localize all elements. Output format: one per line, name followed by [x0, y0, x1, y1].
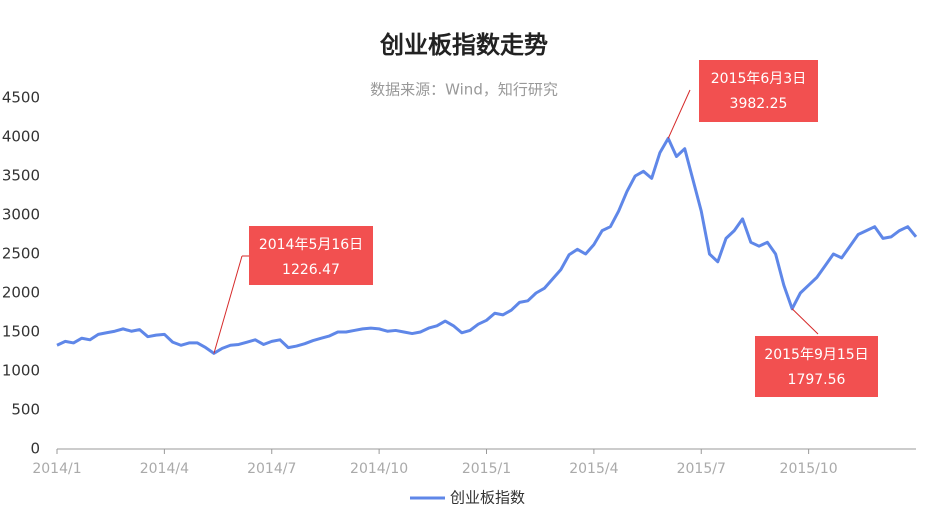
annotation-box: [699, 60, 818, 122]
line-series: [56, 136, 918, 355]
annotation-value: 1226.47: [282, 262, 340, 278]
y-tick-label: 1000: [2, 362, 40, 380]
chart-subtitle: 数据来源：Wind，知行研究: [370, 81, 558, 99]
annotation-value: 3982.25: [730, 96, 788, 112]
x-tick-label: 2015/7: [677, 461, 726, 477]
annotation-leader: [667, 89, 691, 139]
y-tick-label: 2500: [2, 245, 40, 263]
y-tick-label: 500: [11, 401, 40, 419]
annotation-box: [755, 336, 878, 397]
y-tick-label: 4500: [2, 89, 40, 107]
x-tick-label: 2014/4: [140, 461, 189, 477]
x-tick-label: 2014/7: [247, 461, 296, 477]
y-tick-label: 0: [30, 440, 40, 458]
annotation-text: 2015年6月3日: [711, 71, 806, 87]
x-tick-label: 2014/1: [32, 461, 81, 477]
x-tick-label: 2014/10: [350, 461, 408, 477]
y-tick-label: 1500: [2, 323, 40, 341]
annotation-leader: [213, 255, 243, 354]
annotation-value: 1797.56: [788, 372, 846, 388]
annotation-text: 2015年9月15日: [764, 347, 868, 363]
y-tick-label: 4000: [2, 128, 40, 146]
annotation-leader: [791, 308, 819, 335]
x-tick-label: 2015/10: [780, 461, 838, 477]
y-tick-label: 2000: [2, 284, 40, 302]
chart-title: 创业板指数走势: [379, 31, 548, 59]
legend-label: 创业板指数: [450, 489, 525, 507]
y-tick-label: 3000: [2, 206, 40, 224]
y-tick-label: 3500: [2, 167, 40, 185]
x-tick-label: 2015/1: [462, 461, 511, 477]
x-tick-label: 2015/4: [569, 461, 618, 477]
annotation-text: 2014年5月16日: [259, 237, 363, 253]
annotation-box: [249, 226, 373, 285]
